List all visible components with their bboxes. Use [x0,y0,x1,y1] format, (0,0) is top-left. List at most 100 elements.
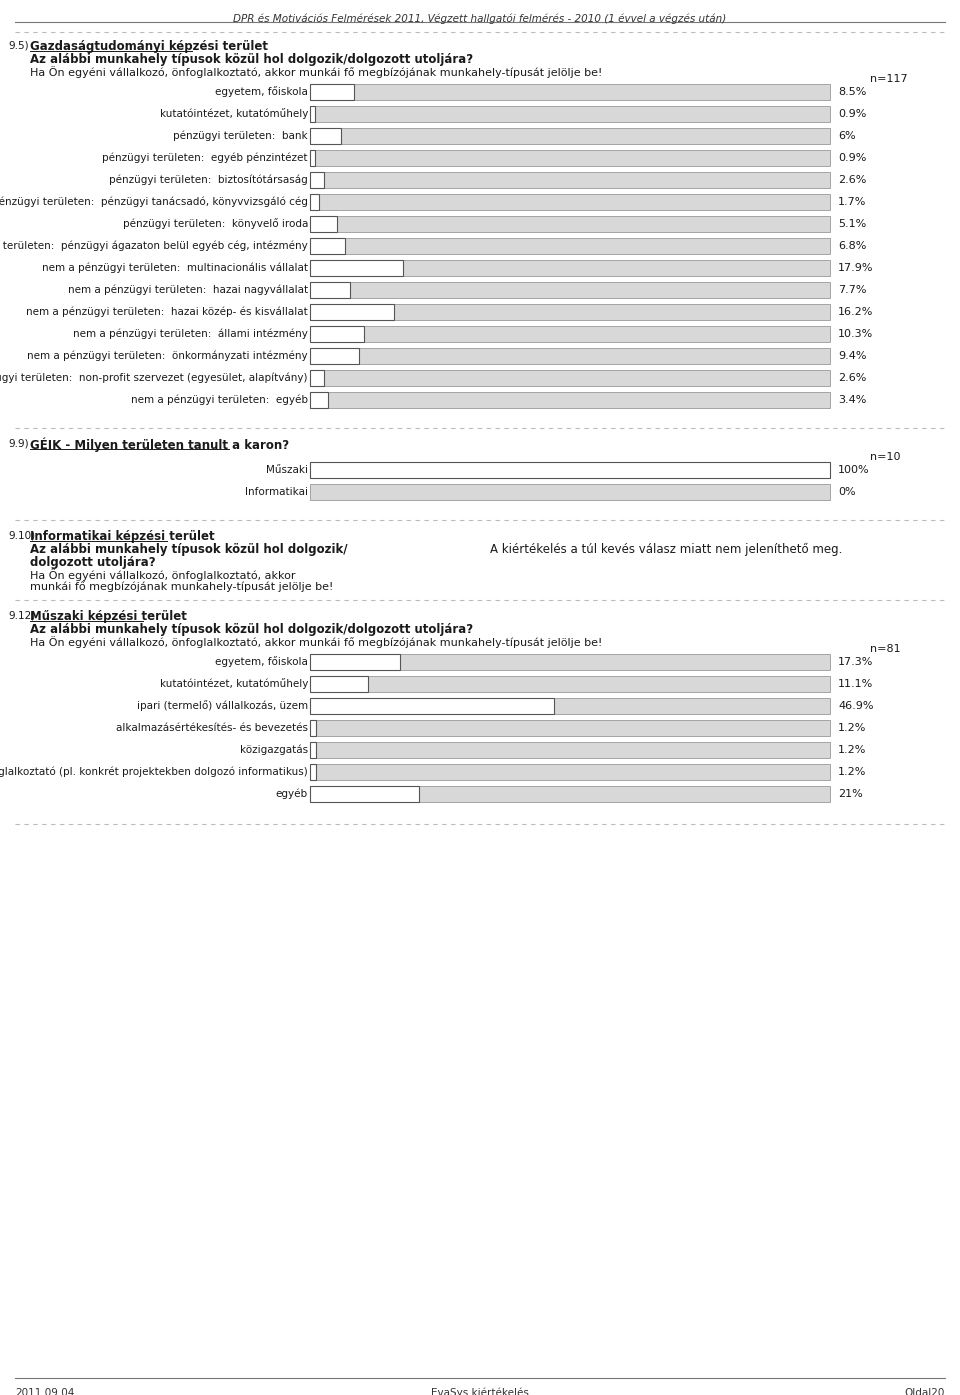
FancyBboxPatch shape [310,194,319,211]
Text: 21%: 21% [838,790,863,799]
Text: DPR és Motivációs Felmérések 2011, Végzett hallgatói felmérés - 2010 (1 évvel a : DPR és Motivációs Felmérések 2011, Végze… [233,13,727,24]
FancyBboxPatch shape [310,304,395,319]
Text: EvaSys kiértékelés: EvaSys kiértékelés [431,1388,529,1395]
FancyBboxPatch shape [310,392,830,407]
Text: 5.1%: 5.1% [838,219,866,229]
Text: önfoglalkoztató (pl. konkrét projektekben dolgozó informatikus): önfoglalkoztató (pl. konkrét projektekbe… [0,767,308,777]
FancyBboxPatch shape [310,698,830,714]
FancyBboxPatch shape [310,304,830,319]
FancyBboxPatch shape [310,742,830,757]
FancyBboxPatch shape [310,370,830,386]
Text: 7.7%: 7.7% [838,285,867,294]
FancyBboxPatch shape [310,326,830,342]
Text: 17.3%: 17.3% [838,657,874,667]
Text: Ha Ön egyéni vállalkozó, önfoglalkoztató, akkor: Ha Ön egyéni vállalkozó, önfoglalkoztató… [30,569,296,580]
FancyBboxPatch shape [310,370,324,386]
FancyBboxPatch shape [310,151,830,166]
Text: nem a pénzügyi területen:  hazai nagyvállalat: nem a pénzügyi területen: hazai nagyváll… [68,285,308,296]
Text: 16.2%: 16.2% [838,307,874,317]
FancyBboxPatch shape [310,128,830,144]
Text: Az alábbi munkahely típusok közül hol dolgozik/dolgozott utoljára?: Az alábbi munkahely típusok közül hol do… [30,624,473,636]
Text: 0.9%: 0.9% [838,109,866,119]
Text: nem a pénzügyi területen:  állami intézmény: nem a pénzügyi területen: állami intézmé… [73,329,308,339]
Text: pénzügyi területen:  könyvelő iroda: pénzügyi területen: könyvelő iroda [123,219,308,230]
Text: Informatikai: Informatikai [245,487,308,497]
Text: dolgozott utoljára?: dolgozott utoljára? [30,557,156,569]
Text: nem a pénzügyi területen:  önkormányzati intézmény: nem a pénzügyi területen: önkormányzati … [28,350,308,361]
Text: 9.4%: 9.4% [838,352,867,361]
Text: 9.9): 9.9) [8,438,29,448]
Text: pénzügyi területen:  pénzügyi ágazaton belül egyéb cég, intézmény: pénzügyi területen: pénzügyi ágazaton be… [0,241,308,251]
FancyBboxPatch shape [310,347,830,364]
Text: Informatikai képzési terület: Informatikai képzési terület [30,530,215,543]
Text: egyetem, főiskola: egyetem, főiskola [215,86,308,98]
FancyBboxPatch shape [310,282,830,299]
FancyBboxPatch shape [310,194,830,211]
Text: közigazgatás: közigazgatás [240,745,308,755]
Text: Az alábbi munkahely típusok közül hol dolgozik/: Az alábbi munkahely típusok közül hol do… [30,543,348,557]
Text: pénzügyi területen:  pénzügyi tanácsadó, könyvvizsgáló cég: pénzügyi területen: pénzügyi tanácsadó, … [0,197,308,208]
FancyBboxPatch shape [310,259,830,276]
FancyBboxPatch shape [310,172,324,188]
FancyBboxPatch shape [310,172,830,188]
Text: 100%: 100% [838,465,870,476]
Text: egyetem, főiskola: egyetem, főiskola [215,657,308,667]
FancyBboxPatch shape [310,239,830,254]
Text: n=81: n=81 [870,644,900,654]
Text: Gazdaságtudományi képzési terület: Gazdaságtudományi képzési terület [30,40,268,53]
Text: 9.5): 9.5) [8,40,29,50]
Text: 2.6%: 2.6% [838,174,866,186]
Text: 2011.09.04: 2011.09.04 [15,1388,74,1395]
Text: 1.7%: 1.7% [838,197,866,206]
FancyBboxPatch shape [310,128,341,144]
FancyBboxPatch shape [310,677,368,692]
Text: munkái fő megbízójának munkahely-típusát jelölje be!: munkái fő megbízójának munkahely-típusát… [30,580,333,591]
Text: 6.8%: 6.8% [838,241,866,251]
FancyBboxPatch shape [310,654,830,670]
Text: n=10: n=10 [870,452,900,462]
Text: 10.3%: 10.3% [838,329,874,339]
Text: 0%: 0% [838,487,855,497]
Text: Ha Ön egyéni vállalkozó, önfoglalkoztató, akkor munkái fő megbízójának munkahely: Ha Ön egyéni vállalkozó, önfoglalkoztató… [30,636,602,647]
FancyBboxPatch shape [310,654,400,670]
Text: 1.2%: 1.2% [838,723,866,732]
FancyBboxPatch shape [310,84,830,100]
Text: pénzügyi területen:  biztosítótársaság: pénzügyi területen: biztosítótársaság [109,174,308,186]
Text: n=117: n=117 [870,74,907,84]
FancyBboxPatch shape [310,720,830,737]
FancyBboxPatch shape [310,216,830,232]
Text: nem a pénzügyi területen:  egyéb: nem a pénzügyi területen: egyéb [131,395,308,406]
Text: A kiértékelés a túl kevés válasz miatt nem jeleníthető meg.: A kiértékelés a túl kevés válasz miatt n… [490,543,842,557]
FancyBboxPatch shape [310,742,316,757]
FancyBboxPatch shape [310,462,830,478]
Text: 3.4%: 3.4% [838,395,866,405]
Text: 9.12): 9.12) [8,610,36,619]
FancyBboxPatch shape [310,484,830,499]
Text: Oldal20: Oldal20 [904,1388,945,1395]
FancyBboxPatch shape [310,347,359,364]
Text: 2.6%: 2.6% [838,372,866,384]
Text: Műszaki képzési terület: Műszaki képzési terület [30,610,187,624]
Text: Műszaki: Műszaki [266,465,308,476]
Text: ipari (termelő) vállalkozás, üzem: ipari (termelő) vállalkozás, üzem [137,700,308,711]
FancyBboxPatch shape [310,216,337,232]
Text: 8.5%: 8.5% [838,86,866,98]
FancyBboxPatch shape [310,259,403,276]
FancyBboxPatch shape [310,764,830,780]
FancyBboxPatch shape [310,462,830,478]
FancyBboxPatch shape [310,785,830,802]
Text: 9.10): 9.10) [8,530,36,540]
Text: 46.9%: 46.9% [838,702,874,711]
Text: alkalmazásértékesítés- és bevezetés: alkalmazásértékesítés- és bevezetés [116,723,308,732]
Text: kutatóintézet, kutatóműhely: kutatóintézet, kutatóműhely [159,678,308,689]
FancyBboxPatch shape [310,106,830,121]
Text: egyéb: egyéb [276,788,308,799]
Text: pénzügyi területen:  egyéb pénzintézet: pénzügyi területen: egyéb pénzintézet [103,152,308,163]
FancyBboxPatch shape [310,392,327,407]
FancyBboxPatch shape [310,720,316,737]
FancyBboxPatch shape [310,785,420,802]
Text: 11.1%: 11.1% [838,679,874,689]
Text: 17.9%: 17.9% [838,264,874,273]
Text: nem a pénzügyi területen:  hazai közép- és kisvállalat: nem a pénzügyi területen: hazai közép- é… [26,307,308,317]
FancyBboxPatch shape [310,764,316,780]
